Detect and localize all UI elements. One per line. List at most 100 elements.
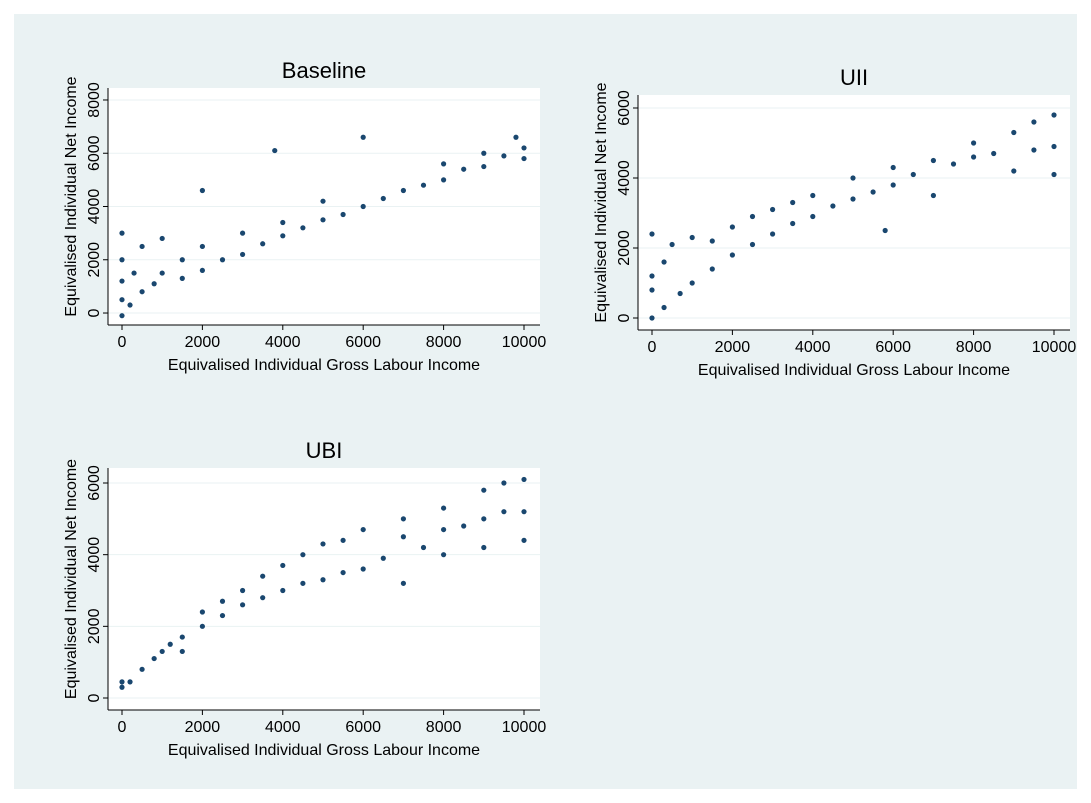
point (649, 273, 655, 279)
point (151, 281, 157, 287)
x-axis-label: Equivalised Individual Gross Labour Inco… (168, 357, 480, 374)
point (340, 211, 346, 218)
x-tick-label: 0 (118, 334, 127, 351)
point (400, 534, 406, 540)
point (119, 313, 125, 319)
x-tick-label: 0 (648, 339, 657, 356)
chart-title: UBI (306, 438, 343, 463)
point (199, 187, 205, 194)
point (481, 544, 487, 551)
point (340, 569, 346, 576)
point (501, 480, 507, 486)
point (167, 641, 173, 647)
point (219, 598, 226, 604)
point (239, 602, 246, 608)
point (669, 241, 675, 248)
point (159, 648, 165, 655)
x-tick-label: 2000 (715, 339, 751, 356)
y-axis-label: Equivalised Individual Net Income (63, 459, 80, 699)
point (320, 198, 326, 204)
point (521, 145, 527, 151)
point (910, 171, 916, 178)
point (340, 537, 346, 543)
x-tick-label: 4000 (795, 339, 831, 356)
x-tick-label: 8000 (426, 334, 462, 351)
point (119, 297, 125, 303)
point (1011, 129, 1017, 136)
point (481, 516, 487, 522)
x-axis-label: Equivalised Individual Gross Labour Inco… (168, 742, 480, 759)
point (139, 289, 145, 295)
x-tick-label: 8000 (956, 339, 992, 356)
point (131, 270, 137, 276)
point (199, 609, 205, 615)
plot-area (638, 95, 1070, 330)
y-tick-label: 2000 (86, 242, 103, 278)
point (151, 655, 157, 662)
point (260, 241, 266, 247)
point (360, 526, 366, 533)
point (219, 257, 226, 263)
x-tick-label: 2000 (185, 719, 221, 736)
x-tick-label: 4000 (265, 334, 301, 351)
y-tick-label: 2000 (616, 230, 633, 266)
point (521, 509, 527, 515)
point (119, 278, 125, 284)
point (649, 231, 655, 237)
point (300, 580, 306, 586)
x-tick-label: 6000 (875, 339, 911, 356)
point (119, 684, 125, 690)
point (1031, 119, 1037, 125)
point (360, 566, 366, 572)
point (501, 509, 507, 515)
point (481, 487, 487, 493)
point (260, 595, 266, 601)
point (749, 213, 756, 220)
x-tick-label: 10000 (1032, 339, 1077, 356)
y-tick-label: 0 (616, 313, 633, 322)
point (440, 526, 447, 533)
x-tick-label: 6000 (345, 334, 381, 351)
point (260, 573, 266, 579)
point (199, 243, 205, 250)
point (219, 612, 226, 619)
point (127, 302, 133, 308)
point (440, 552, 447, 558)
point (513, 134, 519, 140)
point (521, 155, 527, 162)
point (810, 192, 816, 199)
plot-area (108, 468, 540, 710)
chart-title: UII (840, 65, 868, 90)
point (790, 220, 796, 227)
y-tick-label: 4000 (86, 189, 103, 225)
point (729, 224, 735, 230)
point (380, 195, 386, 202)
point (769, 206, 776, 213)
x-axis-label: Equivalised Individual Gross Labour Inco… (698, 362, 1010, 379)
point (280, 219, 286, 226)
point (272, 147, 278, 154)
point (677, 290, 683, 297)
y-tick-label: 8000 (86, 82, 103, 118)
x-tick-label: 10000 (502, 719, 547, 736)
point (1051, 143, 1057, 150)
point (179, 257, 185, 263)
point (300, 225, 306, 231)
point (661, 304, 667, 311)
point (930, 157, 936, 164)
x-tick-label: 10000 (502, 334, 547, 351)
point (481, 150, 487, 156)
point (850, 175, 856, 181)
y-tick-label: 4000 (86, 537, 103, 573)
point (830, 203, 836, 209)
point (199, 623, 205, 629)
point (870, 189, 876, 195)
point (890, 182, 896, 188)
point (709, 266, 715, 272)
point (239, 230, 246, 236)
point (280, 562, 286, 569)
point (280, 587, 286, 594)
point (1051, 171, 1057, 178)
point (649, 315, 655, 321)
point (1031, 147, 1037, 153)
